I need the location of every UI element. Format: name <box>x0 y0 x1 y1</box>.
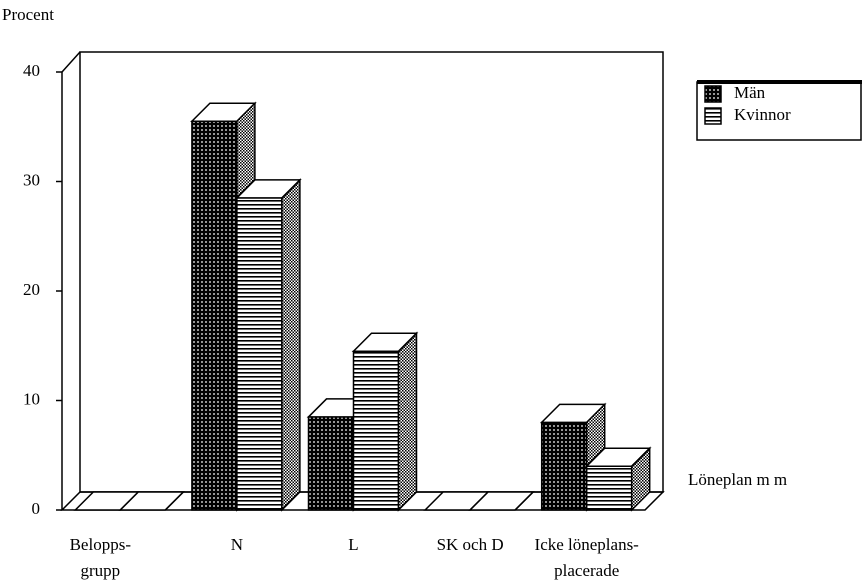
legend-label: Män <box>734 83 766 102</box>
bar-side <box>164 491 184 511</box>
bar-front <box>585 465 633 511</box>
y-tick-label: 40 <box>23 61 40 80</box>
x-axis-label: Löneplan m m <box>688 470 787 489</box>
x-tick-label: L <box>348 535 358 554</box>
bar-side <box>281 178 301 512</box>
x-tick-label: Belopps- <box>70 535 132 554</box>
axis-corner <box>61 51 81 73</box>
x-tick-label: placerade <box>554 561 619 580</box>
legend-swatch <box>704 85 722 103</box>
y-tick-label: 30 <box>23 170 40 189</box>
y-tick-label: 0 <box>32 499 41 518</box>
bar-side <box>397 331 418 512</box>
bar-front <box>540 421 588 511</box>
x-tick-label: Icke löneplans- <box>535 535 640 554</box>
legend-label: Kvinnor <box>734 105 791 124</box>
y-tick-label: 10 <box>23 389 40 408</box>
y-tick-label: 20 <box>23 280 40 299</box>
bar-front <box>236 197 283 511</box>
x-tick-label: N <box>231 535 243 554</box>
x-tick-label: SK och D <box>437 535 504 554</box>
legend-swatch <box>704 107 722 125</box>
x-tick-label: grupp <box>80 561 120 580</box>
legend <box>696 80 862 141</box>
bar-front <box>352 350 400 511</box>
bar-front <box>307 416 355 511</box>
bar-front <box>191 120 238 511</box>
bar-side <box>630 446 651 512</box>
bar-side <box>514 491 534 511</box>
y-axis-label: Procent <box>2 5 54 24</box>
